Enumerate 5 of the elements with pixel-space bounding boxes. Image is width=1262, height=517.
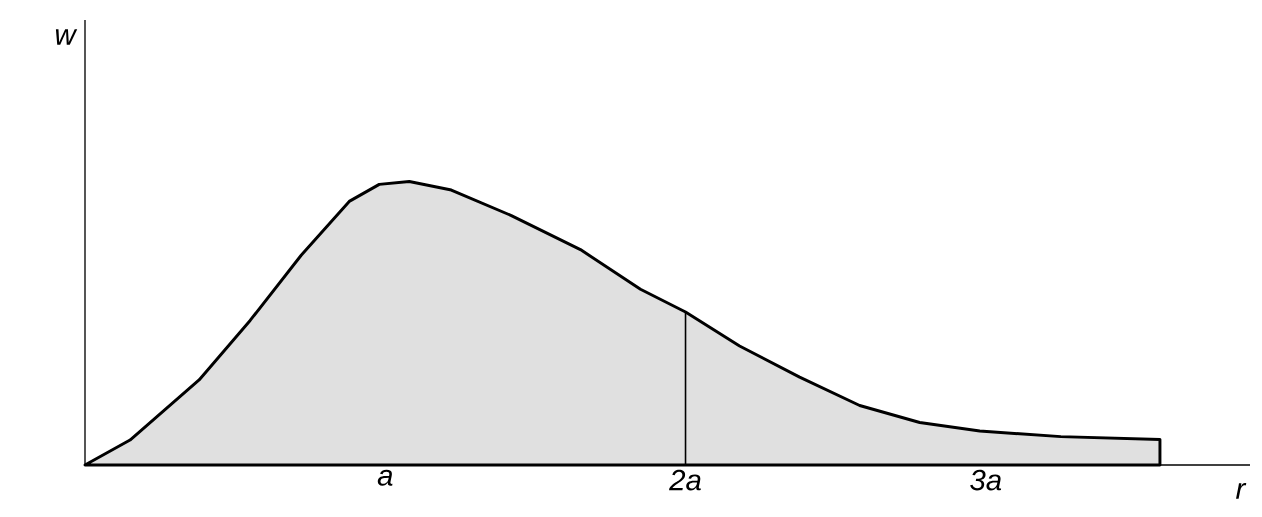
y-axis-title: w bbox=[55, 29, 78, 45]
x-axis-title: r bbox=[1236, 483, 1247, 499]
x-tick-label: 3a bbox=[970, 469, 1002, 491]
x-tick-label: a bbox=[377, 469, 393, 486]
x-tick-label: 2a bbox=[669, 469, 701, 491]
